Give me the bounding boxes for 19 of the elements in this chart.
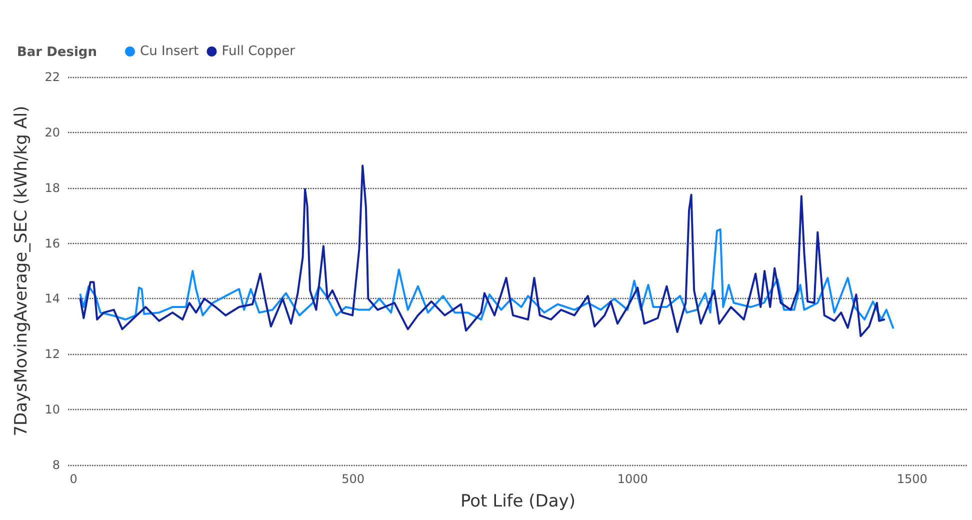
line-series bbox=[79, 164, 886, 338]
x-tick-label: 0 bbox=[70, 472, 78, 486]
legend-label: Cu Insert bbox=[140, 44, 199, 59]
y-tick-label: 14 bbox=[44, 292, 60, 306]
y-tick-label: 12 bbox=[44, 347, 60, 362]
y-tick-label: 18 bbox=[44, 180, 60, 195]
x-axis-title: Pot Life (Day) bbox=[460, 492, 576, 512]
y-tick-label: 10 bbox=[44, 402, 60, 417]
x-tick-label: 1000 bbox=[617, 472, 648, 486]
legend-title: Bar Design bbox=[17, 45, 97, 60]
y-axis-title: 7DaysMovingAverage_SEC (kWh/kg Al) bbox=[12, 106, 32, 436]
x-tick-label: 1500 bbox=[896, 472, 928, 486]
y-tick-label: 16 bbox=[44, 236, 60, 250]
legend-label: Full Copper bbox=[222, 44, 296, 59]
y-tick-label: 8 bbox=[52, 458, 60, 472]
y-tick-label: 20 bbox=[44, 125, 60, 140]
line-series bbox=[79, 228, 894, 329]
x-tick-label: 500 bbox=[342, 472, 365, 486]
y-tick-label: 22 bbox=[44, 70, 60, 84]
